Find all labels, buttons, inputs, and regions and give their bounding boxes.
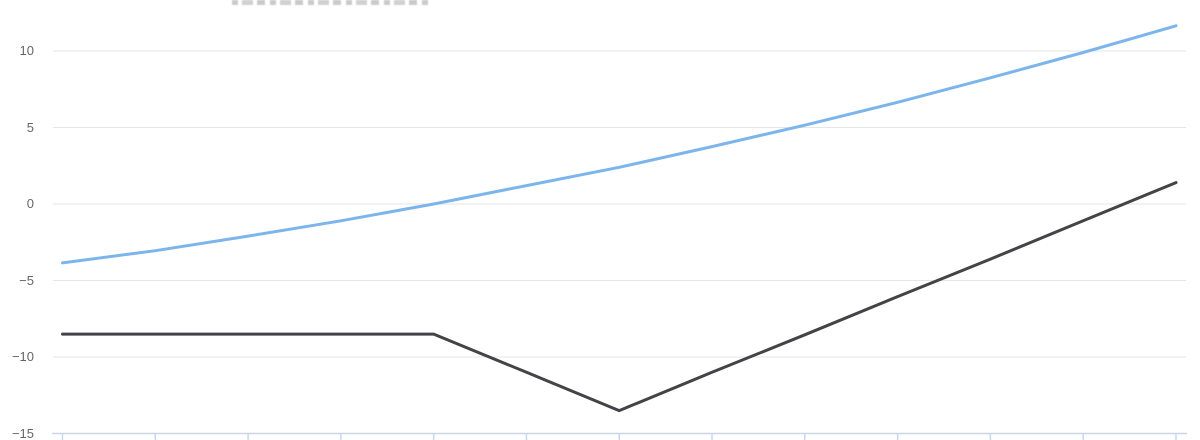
cropped-text-remnant — [232, 0, 430, 5]
y-axis-label: −15 — [11, 425, 34, 440]
y-axis-label: 0 — [26, 196, 34, 211]
y-axis-label: 10 — [19, 43, 34, 58]
series-line-1[interactable] — [61, 181, 1178, 413]
y-axis-label: 5 — [26, 119, 34, 135]
y-axis-label: −5 — [19, 272, 34, 288]
series-line-0[interactable] — [61, 24, 1178, 265]
y-axis-label: −10 — [11, 349, 34, 364]
